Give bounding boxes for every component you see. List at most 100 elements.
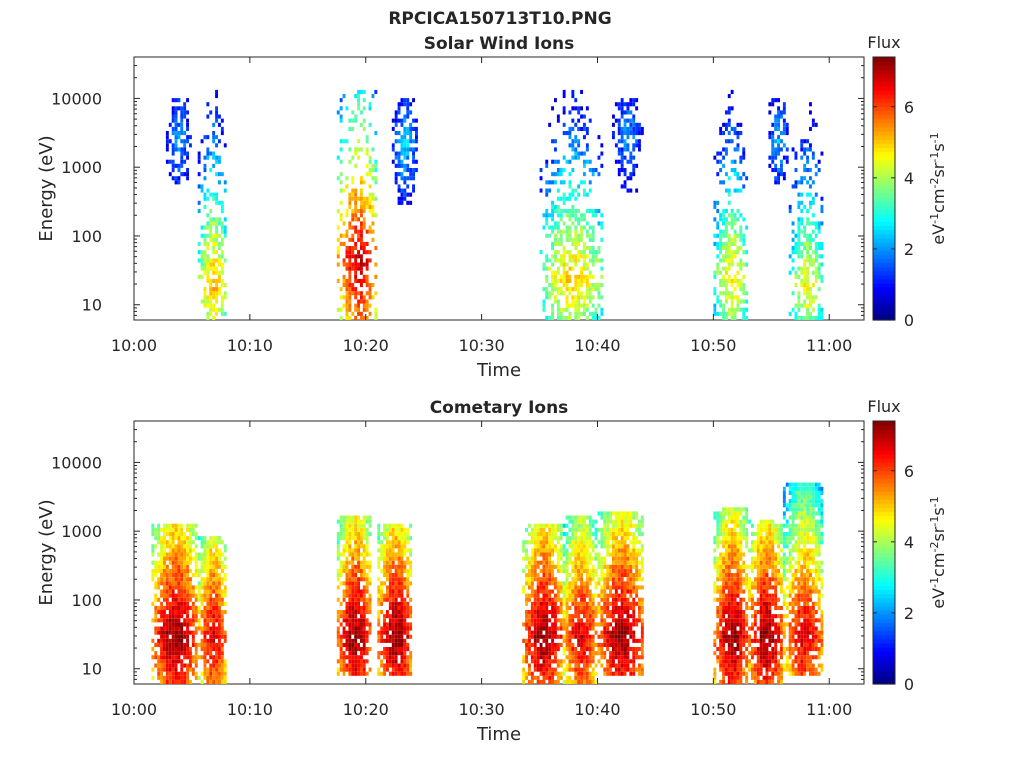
- heatmap-cell: [617, 634, 621, 639]
- heatmap-cell: [585, 626, 589, 631]
- heatmap-cell: [186, 597, 189, 602]
- heatmap-cell: [354, 581, 358, 586]
- heatmap-cell: [583, 630, 586, 635]
- heatmap-cell: [215, 589, 218, 594]
- heatmap-cell: [797, 241, 801, 246]
- heatmap-cell: [736, 143, 740, 148]
- heatmap-cell: [713, 515, 717, 520]
- burst-7: [713, 89, 749, 320]
- heatmap-cell: [597, 564, 601, 569]
- heatmap-cell: [542, 581, 546, 586]
- heatmap-cell: [797, 307, 801, 312]
- heatmap-cell: [165, 564, 169, 569]
- heatmap-cell: [215, 618, 218, 623]
- heatmap-cell: [565, 233, 569, 238]
- heatmap-cell: [406, 614, 410, 619]
- x-tick-label: 11:00: [806, 336, 852, 355]
- heatmap-cell: [559, 642, 563, 647]
- heatmap-cell: [212, 568, 216, 573]
- heatmap-cell: [388, 614, 392, 619]
- heatmap-cell: [742, 274, 746, 279]
- heatmap-cell: [800, 139, 804, 144]
- heatmap-cell: [400, 651, 404, 656]
- heatmap-cell: [568, 131, 572, 136]
- heatmap-cell: [556, 560, 560, 565]
- heatmap-cell: [351, 523, 355, 528]
- heatmap-cell: [528, 651, 531, 656]
- heatmap-cell: [388, 622, 392, 627]
- heatmap-cell: [365, 540, 369, 545]
- heatmap-cell: [614, 159, 618, 164]
- heatmap-cell: [220, 299, 224, 304]
- heatmap-cell: [339, 307, 343, 312]
- heatmap-cell: [727, 266, 731, 271]
- heatmap-cell: [727, 241, 731, 246]
- heatmap-cell: [209, 581, 213, 586]
- heatmap-cell: [220, 679, 224, 684]
- heatmap-cell: [180, 568, 184, 573]
- heatmap-cell: [362, 605, 366, 610]
- heatmap-cell: [528, 560, 531, 565]
- heatmap-cell: [626, 568, 630, 573]
- heatmap-cell: [380, 634, 384, 639]
- heatmap-cell: [551, 536, 554, 541]
- heatmap-cell: [551, 159, 554, 164]
- heatmap-cell: [571, 593, 575, 598]
- heatmap-cell: [377, 638, 381, 643]
- heatmap-cell: [203, 597, 207, 602]
- heatmap-cell: [623, 523, 627, 528]
- heatmap-cell: [551, 614, 554, 619]
- heatmap-cell: [577, 626, 581, 631]
- heatmap-cell: [406, 168, 410, 173]
- heatmap-cell: [617, 647, 621, 652]
- heatmap-cell: [215, 671, 218, 676]
- heatmap-cell: [215, 610, 218, 615]
- heatmap-cell: [556, 593, 560, 598]
- heatmap-cell: [785, 122, 789, 127]
- heatmap-cell: [617, 638, 621, 643]
- heatmap-cell: [794, 168, 798, 173]
- heatmap-cell: [620, 610, 624, 615]
- heatmap-cell: [365, 241, 369, 246]
- heatmap-cell: [203, 266, 207, 271]
- heatmap-cell: [365, 258, 369, 263]
- colorbar-swatch: [873, 192, 895, 198]
- heatmap-cell: [186, 122, 189, 127]
- heatmap-cell: [365, 589, 369, 594]
- colorbar-swatch: [873, 65, 895, 70]
- colorbar-swatch: [873, 254, 895, 259]
- heatmap-cell: [351, 283, 355, 288]
- heatmap-cell: [736, 270, 740, 275]
- heatmap-cell: [609, 568, 612, 573]
- heatmap-cell: [620, 126, 624, 131]
- heatmap-cell: [571, 577, 575, 582]
- heatmap-cell: [183, 634, 187, 639]
- heatmap-cell: [174, 585, 178, 590]
- heatmap-cell: [719, 532, 723, 537]
- heatmap-cell: [626, 663, 630, 668]
- heatmap-cell: [391, 667, 395, 672]
- heatmap-cell: [412, 98, 415, 103]
- heatmap-cell: [180, 638, 184, 643]
- heatmap-cell: [165, 577, 169, 582]
- heatmap-cell: [635, 655, 639, 660]
- heatmap-cell: [160, 642, 163, 647]
- heatmap-cell: [354, 614, 358, 619]
- heatmap-cell: [585, 278, 589, 283]
- heatmap-cell: [154, 663, 158, 668]
- heatmap-cell: [742, 151, 746, 156]
- heatmap-cell: [727, 188, 731, 193]
- heatmap-cell: [206, 568, 210, 573]
- heatmap-cell: [559, 610, 563, 615]
- burst-3: [336, 89, 378, 320]
- heatmap-cell: [609, 622, 612, 627]
- heatmap-cell: [585, 634, 589, 639]
- heatmap-cell: [551, 634, 554, 639]
- heatmap-cell: [568, 638, 572, 643]
- heatmap-cell: [609, 573, 612, 578]
- heatmap-cell: [577, 630, 581, 635]
- heatmap-cell: [168, 172, 172, 177]
- heatmap-cell: [354, 213, 358, 218]
- heatmap-cell: [377, 651, 381, 656]
- heatmap-cell: [585, 679, 589, 684]
